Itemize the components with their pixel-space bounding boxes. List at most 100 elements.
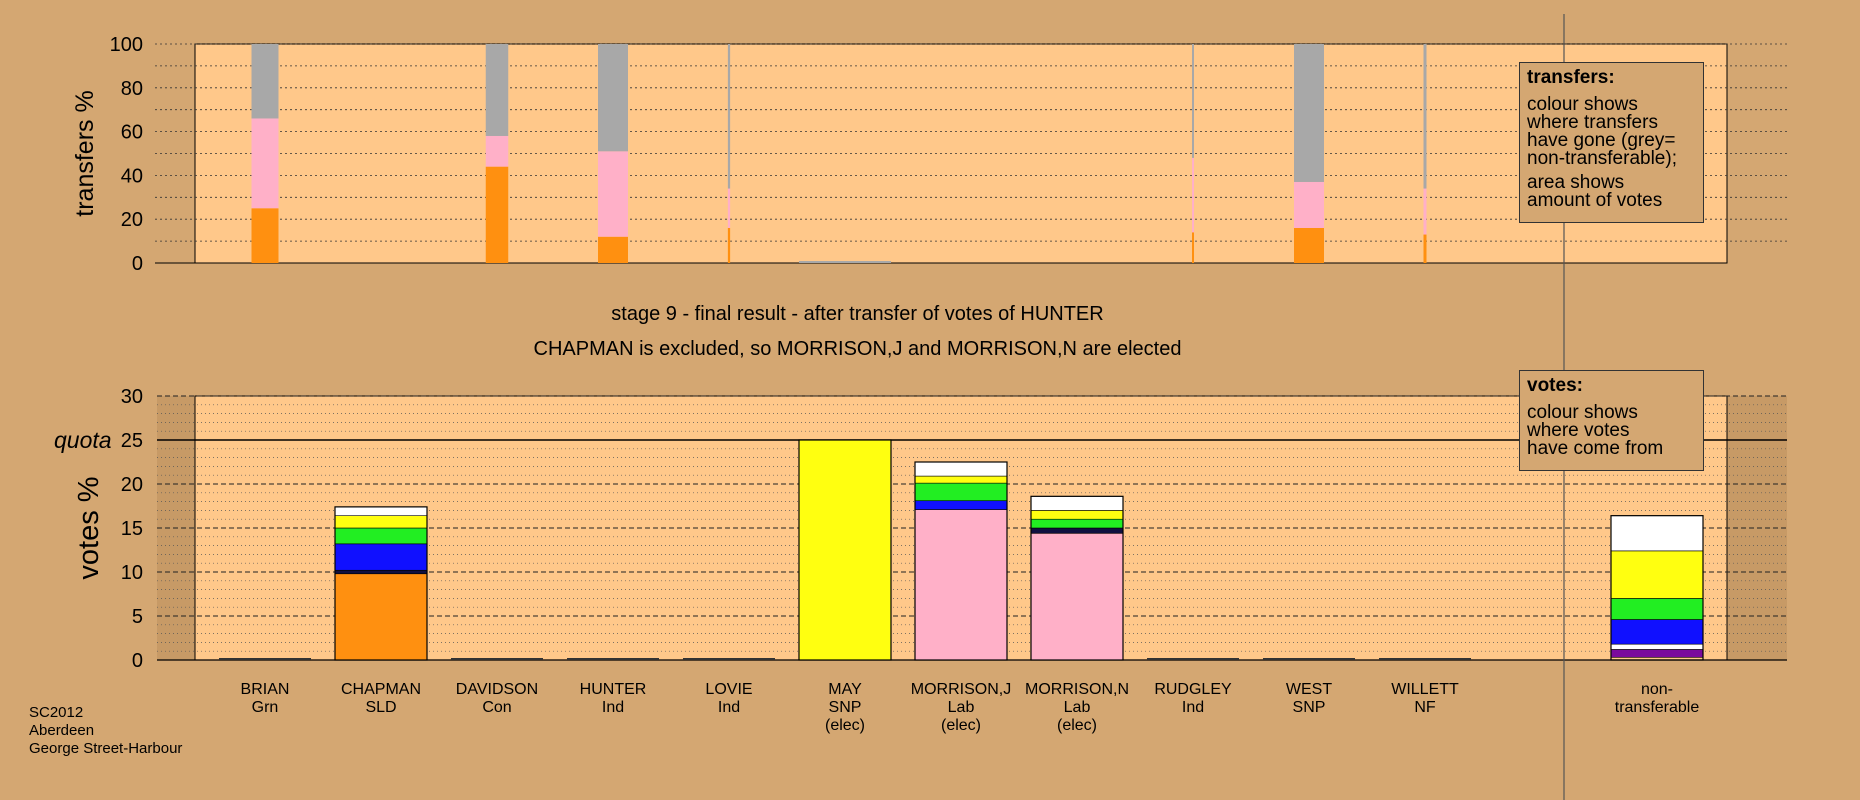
candidate-party-label: Grn xyxy=(252,699,279,716)
vote-bar-segment xyxy=(914,509,1008,661)
transfers-y-tick-label: 100 xyxy=(110,34,143,56)
votes-legend-text1: colour shows where votes have come from xyxy=(1527,402,1664,459)
candidate-name-label: WILLETT xyxy=(1391,681,1459,698)
vote-bar-outline xyxy=(798,439,892,661)
vote-bar-segment xyxy=(1030,527,1124,534)
vote-bar-outline xyxy=(914,461,1008,661)
vote-bar-segment xyxy=(914,461,1008,477)
nontransferable-label-line1: non- xyxy=(1641,681,1673,698)
vote-bar-segment xyxy=(914,500,1008,510)
transfers-legend-text2: area shows amount of votes xyxy=(1527,172,1663,211)
transfers-y-tick-label: 0 xyxy=(132,253,143,275)
transfer-bar-segment xyxy=(598,151,628,237)
vote-bar-outline xyxy=(334,506,428,661)
transfer-bar-segment xyxy=(598,44,628,152)
transfer-bar-segment xyxy=(1294,227,1324,263)
nontransferable-bar-segment xyxy=(1610,619,1704,645)
vote-bar-segment xyxy=(334,515,428,529)
transfers-legend-text1: colour shows where transfers have gone (… xyxy=(1527,94,1677,169)
transfer-bar-segment xyxy=(1423,234,1427,263)
candidate-party-label: Ind xyxy=(718,699,740,716)
vote-bar-segment xyxy=(334,569,428,575)
candidate-elected-label: (elec) xyxy=(941,717,981,734)
quota-label: quota xyxy=(54,427,112,453)
candidate-name-label: MAY xyxy=(828,681,862,698)
nontransferable-label-line2: transferable xyxy=(1615,699,1700,716)
nontransferable-bar-segment xyxy=(1610,643,1704,650)
candidate-name-label: DAVIDSON xyxy=(456,681,538,698)
transfers-y-tick-label: 80 xyxy=(121,78,143,100)
nontransferable-bar-outline xyxy=(1610,515,1704,661)
transfers-legend: transfers: colour shows where transfers … xyxy=(1519,62,1704,223)
votes-y-tick-label: 30 xyxy=(121,386,143,408)
transfers-y-tick-label: 60 xyxy=(121,122,143,144)
transfer-bar-segment xyxy=(727,44,731,189)
transfers-y-tick-label: 20 xyxy=(121,209,143,231)
transfer-bar-segment xyxy=(1294,44,1324,182)
nontransferable-bar-segment xyxy=(1610,598,1704,620)
candidate-party-label: Ind xyxy=(1182,699,1204,716)
transfer-bar-segment xyxy=(251,44,279,119)
candidate-name-label: MORRISON,J xyxy=(911,681,1011,698)
transfer-bar-segment xyxy=(1294,181,1324,228)
votes-y-axis-label: votes % xyxy=(73,476,105,579)
transfer-bar-segment xyxy=(727,227,731,263)
candidate-name-label: MORRISON,N xyxy=(1025,681,1129,698)
transfer-bar-segment xyxy=(1192,44,1194,158)
candidate-party-label: Lab xyxy=(1064,699,1091,716)
transfer-bar-segment xyxy=(1423,188,1427,235)
nontransferable-bar-segment xyxy=(1610,550,1704,599)
transfer-bar-segment xyxy=(1423,44,1427,189)
candidate-party-label: Lab xyxy=(948,699,975,716)
transfers-y-tick-label: 40 xyxy=(121,165,143,187)
vote-bar-segment xyxy=(1030,496,1124,511)
candidate-party-label: SNP xyxy=(1293,699,1326,716)
transfer-bar-segment xyxy=(485,135,509,167)
votes-legend-title: votes: xyxy=(1527,375,1583,396)
candidate-name-label: WEST xyxy=(1286,681,1332,698)
transfers-legend-title: transfers: xyxy=(1527,67,1615,88)
candidate-party-label: SNP xyxy=(829,699,862,716)
candidate-name-label: BRIAN xyxy=(241,681,290,698)
transfer-bar-segment xyxy=(1192,232,1194,263)
transfer-bar-segment xyxy=(251,118,279,209)
transfer-bar-segment xyxy=(485,44,509,136)
candidate-party-label: Ind xyxy=(602,699,624,716)
candidate-name-label: HUNTER xyxy=(580,681,647,698)
vote-bar-segment xyxy=(1030,518,1124,529)
stage-title: stage 9 - final result - after transfer … xyxy=(611,303,1104,325)
nontransferable-bar-segment xyxy=(1610,649,1704,658)
candidate-party-label: Con xyxy=(482,699,511,716)
candidate-party-label: SLD xyxy=(365,699,396,716)
votes-y-tick-label: 0 xyxy=(132,650,143,672)
candidate-name-label: RUDGLEY xyxy=(1154,681,1232,698)
votes-y-tick-label: 5 xyxy=(132,606,143,628)
candidate-name-label: CHAPMAN xyxy=(341,681,421,698)
candidate-name-label: LOVIE xyxy=(705,681,752,698)
transfer-bar-segment xyxy=(1192,157,1194,233)
vote-bar-outline xyxy=(1030,495,1124,661)
transfer-bar-segment xyxy=(485,166,509,263)
vote-bar-segment xyxy=(1030,532,1124,661)
votes-y-tick-label: 10 xyxy=(121,562,143,584)
votes-y-tick-label: 15 xyxy=(121,518,143,540)
transfer-bar-segment xyxy=(598,236,628,263)
vote-bar-segment xyxy=(334,573,428,661)
footer-caption: SC2012 Aberdeen George Street-Harbour xyxy=(29,704,183,757)
vote-bar-segment xyxy=(914,475,1008,484)
transfer-bar-segment xyxy=(251,208,279,263)
candidate-party-label: NF xyxy=(1414,699,1436,716)
vote-bar-segment xyxy=(334,543,428,571)
vote-bar-segment xyxy=(914,482,1008,502)
vote-bar-segment xyxy=(334,527,428,545)
candidate-elected-label: (elec) xyxy=(1057,717,1097,734)
transfers-y-axis-label: transfers % xyxy=(71,90,99,216)
votes-y-tick-label: 20 xyxy=(121,474,143,496)
nontransferable-bar-segment xyxy=(1610,515,1704,552)
vote-bar-segment xyxy=(798,439,892,661)
votes-legend: votes: colour shows where votes have com… xyxy=(1519,370,1704,471)
vote-bar-segment xyxy=(1030,510,1124,520)
outcome-title: CHAPMAN is excluded, so MORRISON,J and M… xyxy=(533,338,1182,360)
